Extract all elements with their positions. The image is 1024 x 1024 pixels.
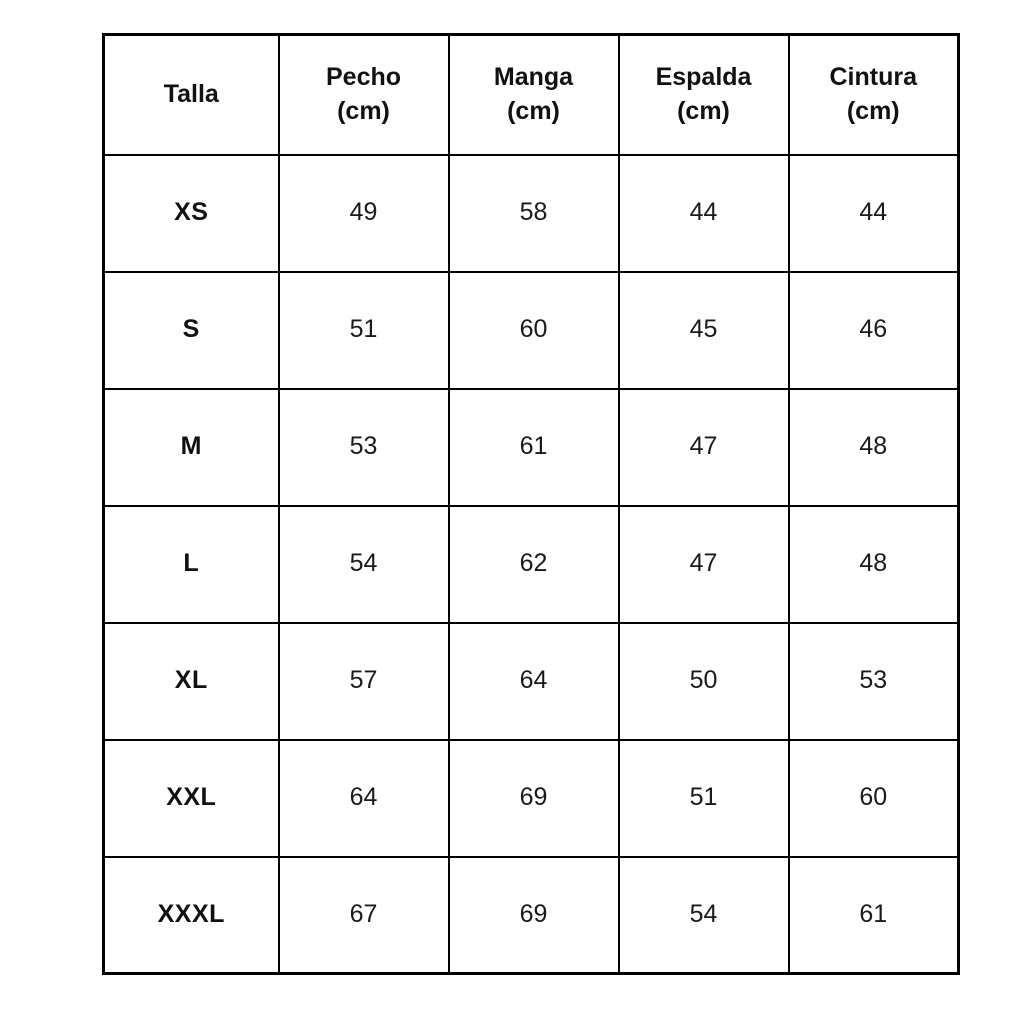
column-header-cintura: Cintura (cm) [787, 33, 960, 156]
cell-xl-espalda: 50 [617, 621, 790, 741]
cell-xxxl-manga: 69 [447, 855, 620, 975]
cell-l-pecho: 54 [277, 504, 450, 624]
cell-s-espalda: 45 [617, 270, 790, 390]
size-label-l: L [102, 504, 280, 624]
cell-xxl-manga: 69 [447, 738, 620, 858]
cell-xl-pecho: 57 [277, 621, 450, 741]
cell-xs-espalda: 44 [617, 153, 790, 273]
column-header-pecho: Pecho (cm) [277, 33, 450, 156]
cell-xxl-cintura: 60 [787, 738, 960, 858]
size-label-s: S [102, 270, 280, 390]
table-row-l: L 54 62 47 48 [102, 504, 960, 624]
size-label-xs: XS [102, 153, 280, 273]
column-header-espalda: Espalda (cm) [617, 33, 790, 156]
cell-xs-pecho: 49 [277, 153, 450, 273]
cell-xs-cintura: 44 [787, 153, 960, 273]
cell-xxxl-cintura: 61 [787, 855, 960, 975]
cell-m-espalda: 47 [617, 387, 790, 507]
table-row-s: S 51 60 45 46 [102, 270, 960, 390]
cell-xl-cintura: 53 [787, 621, 960, 741]
size-label-xl: XL [102, 621, 280, 741]
table-row-xxl: XXL 64 69 51 60 [102, 738, 960, 858]
size-label-xxl: XXL [102, 738, 280, 858]
cell-m-manga: 61 [447, 387, 620, 507]
cell-xxl-pecho: 64 [277, 738, 450, 858]
cell-s-manga: 60 [447, 270, 620, 390]
cell-l-cintura: 48 [787, 504, 960, 624]
table-row-xs: XS 49 58 44 44 [102, 153, 960, 273]
cell-s-pecho: 51 [277, 270, 450, 390]
cell-xs-manga: 58 [447, 153, 620, 273]
column-header-manga: Manga (cm) [447, 33, 620, 156]
size-chart-table: Talla Pecho (cm) Manga (cm) Espalda (cm)… [102, 33, 960, 975]
cell-m-cintura: 48 [787, 387, 960, 507]
table-row-m: M 53 61 47 48 [102, 387, 960, 507]
header-row: Talla Pecho (cm) Manga (cm) Espalda (cm)… [102, 33, 960, 156]
size-label-xxxl: XXXL [102, 855, 280, 975]
cell-xxxl-espalda: 54 [617, 855, 790, 975]
cell-l-espalda: 47 [617, 504, 790, 624]
size-label-m: M [102, 387, 280, 507]
cell-xxxl-pecho: 67 [277, 855, 450, 975]
column-header-talla: Talla [102, 33, 280, 156]
cell-l-manga: 62 [447, 504, 620, 624]
table-row-xl: XL 57 64 50 53 [102, 621, 960, 741]
cell-xxl-espalda: 51 [617, 738, 790, 858]
cell-s-cintura: 46 [787, 270, 960, 390]
cell-m-pecho: 53 [277, 387, 450, 507]
table-row-xxxl: XXXL 67 69 54 61 [102, 855, 960, 975]
cell-xl-manga: 64 [447, 621, 620, 741]
